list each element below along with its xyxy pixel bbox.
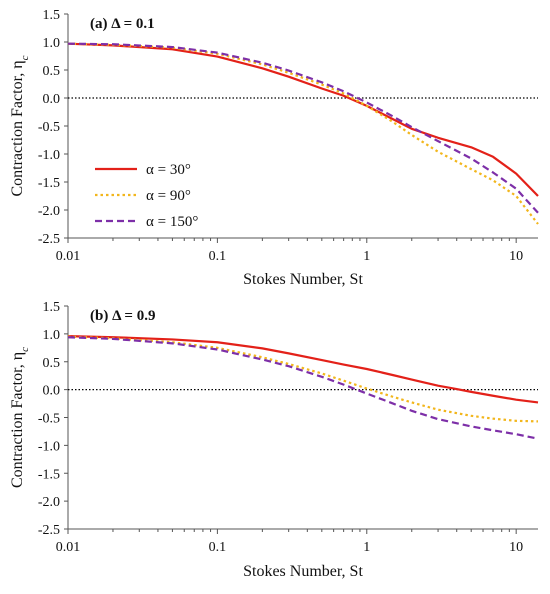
x-tick-label: 0.01 — [56, 540, 81, 555]
x-tick-label: 0.01 — [56, 249, 81, 264]
y-axis-title: Contraction Factor, ηc — [9, 55, 31, 196]
series-line-alpha-150 — [67, 336, 539, 440]
x-tick-label: 10 — [509, 249, 523, 264]
x-tick-label: 1 — [363, 540, 370, 555]
legend: α = 30° α = 90° α = 150° — [95, 162, 198, 230]
chart-panel-a: 1.5 1.0 0.5 0.0 -0.5 -1.0 -1.5 -2.0 -2.5 0.01 0.1 1… — [9, 8, 539, 288]
x-axis-title: Stokes Number, St — [243, 563, 363, 580]
y-tick-label: 1.5 — [43, 8, 61, 23]
x-tick-label: 10 — [509, 540, 523, 555]
y-axis-title: Contraction Factor, ηc — [9, 347, 31, 488]
x-tick-label: 0.1 — [209, 540, 227, 555]
series-line-alpha-90 — [67, 335, 539, 423]
y-tick-label: 0.0 — [43, 92, 61, 107]
series-line-alpha-150 — [67, 42, 539, 214]
x-tick-label: 0.1 — [209, 249, 227, 264]
y-tick-label: -1.5 — [38, 467, 60, 482]
chart-panel-b: 1.5 1.0 0.5 0.0 -0.5 -1.0 -1.5 -2.0 -2.5 0.01 0.1 1… — [9, 300, 539, 580]
y-tick-label: -1.0 — [38, 148, 60, 163]
y-tick-label: 1.0 — [43, 36, 61, 51]
y-tick-label: 0.5 — [43, 64, 61, 79]
y-tick-label: -0.5 — [38, 412, 60, 427]
y-tick-label: -1.0 — [38, 439, 60, 454]
y-tick-label: 1.0 — [43, 328, 61, 343]
series-line-alpha-30 — [67, 335, 539, 404]
legend-label: α = 90° — [146, 188, 191, 204]
y-tick-label: 0.0 — [43, 384, 61, 399]
y-tick-label: 1.5 — [43, 300, 61, 315]
x-tick-label: 1 — [363, 249, 370, 264]
panel-label: (b) Δ = 0.9 — [90, 308, 155, 324]
y-tick-label: 0.5 — [43, 356, 61, 371]
legend-label: α = 150° — [146, 214, 198, 230]
y-tick-label: -1.5 — [38, 176, 60, 191]
y-tick-label: -2.5 — [38, 232, 60, 247]
series-line-alpha-30 — [67, 42, 539, 197]
panel-label: (a) Δ = 0.1 — [90, 16, 155, 32]
legend-label: α = 30° — [146, 162, 191, 178]
series-line-alpha-90 — [67, 42, 539, 225]
x-axis-title: Stokes Number, St — [243, 271, 363, 288]
y-tick-label: -2.0 — [38, 204, 60, 219]
y-tick-label: -0.5 — [38, 120, 60, 135]
y-tick-label: -2.0 — [38, 495, 60, 510]
y-tick-label: -2.5 — [38, 523, 60, 538]
